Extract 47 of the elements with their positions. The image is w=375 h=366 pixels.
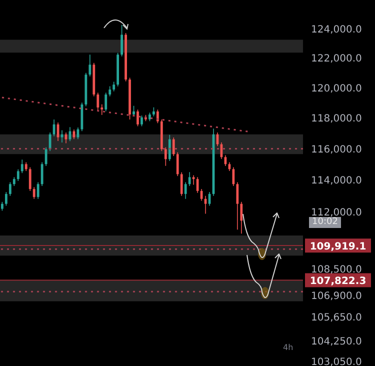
candlestick: [44, 146, 48, 166]
candlestick: [36, 182, 40, 200]
candlestick: [40, 162, 44, 186]
candlestick: [104, 92, 108, 112]
candlestick: [8, 182, 12, 196]
candlestick: [88, 54, 92, 77]
y-tick-label: 103,050.0: [311, 357, 362, 366]
y-tick-label: 112,000.0: [311, 207, 362, 218]
candlestick: [136, 109, 139, 127]
y-tick-label: 124,000.0: [311, 24, 362, 36]
candlestick: [32, 186, 36, 200]
candlestick: [172, 137, 175, 156]
y-tick-label: 120,000.0: [311, 83, 362, 94]
candlestick: [184, 182, 187, 200]
candlestick: [120, 24, 124, 57]
y-tick-label: 105,650.0: [311, 312, 362, 324]
ref-line-label: 107,822.3: [310, 276, 366, 288]
candlestick: [236, 182, 239, 230]
y-tick-label: 106,900.0: [311, 291, 362, 302]
candlestick: [180, 172, 183, 196]
candlestick: [112, 81, 116, 92]
candlestick: [20, 159, 24, 174]
candlestick: [16, 168, 20, 182]
candlestick: [232, 166, 235, 186]
annotation: 4h: [283, 343, 294, 352]
y-tick-label: 118,000.0: [311, 114, 362, 125]
y-tick-label: 122,000.0: [311, 54, 362, 65]
candlestick: [196, 176, 199, 194]
y-tick-label: 104,250.0: [311, 336, 362, 348]
candlestick: [100, 104, 104, 116]
y-tick-label: 114,000.0: [311, 176, 362, 187]
candlestick: [140, 115, 143, 127]
candlestick: [192, 174, 195, 186]
candlestick: [168, 134, 171, 162]
y-tick-label: 116,000.0: [311, 144, 362, 156]
candlestick: [96, 92, 100, 112]
candlestick: [164, 146, 167, 166]
y-tick-label: 108,500.0: [311, 264, 362, 276]
text: 10:02: [309, 217, 341, 228]
ref-line-label: 109,919.1: [310, 242, 366, 253]
candlestick: [176, 152, 179, 176]
candlestick: [108, 86, 112, 97]
candlestick: [188, 172, 191, 186]
candlestick: [156, 109, 159, 124]
candlestick: [4, 192, 8, 206]
candlestick: [240, 202, 243, 234]
candlestick: [28, 166, 32, 192]
